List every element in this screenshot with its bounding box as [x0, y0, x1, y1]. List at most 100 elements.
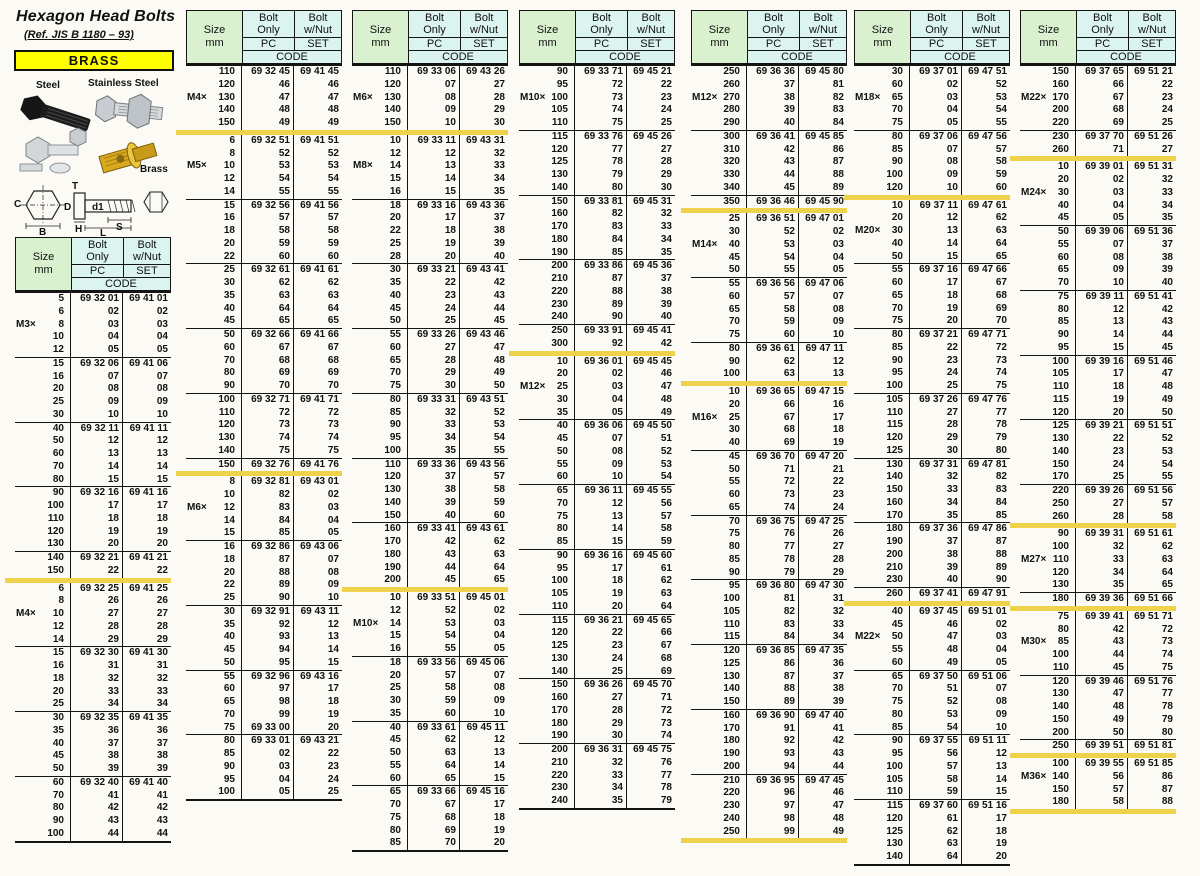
set-code-cell: 69 47 71 [968, 329, 1007, 340]
size-column-header: Size mm [16, 238, 72, 290]
size-cell: 250 [1020, 740, 1075, 753]
pc-code-cell: 87 [241, 553, 294, 567]
thread-size-prefix: M22× [1021, 91, 1047, 103]
bolt-only-line1: Bolt [425, 12, 444, 24]
size-value: 160 [886, 496, 903, 508]
size-cell: 22 [352, 225, 407, 238]
pc-code-cell: 19 [407, 237, 460, 251]
pc-code-cell: 10 [1075, 277, 1128, 290]
set-code-cell: 02 [493, 604, 505, 616]
set-code-cell: 26 [156, 595, 168, 607]
pc-code-cell: 17 [70, 500, 123, 513]
size-block: 130 69 37 31 69 47 81 140 32 82 150 33 83 160 34 84… [854, 457, 1010, 523]
size-column-header: Size mm [1021, 11, 1077, 63]
pc-code-cell: 69 36 16 [574, 549, 627, 563]
pc-code-cell: 29 [407, 367, 460, 380]
steel-bolt-image [20, 95, 91, 132]
size-cell: 180 [691, 735, 746, 748]
pc-code-cell: 12 [70, 435, 123, 448]
size-value: 80 [1057, 623, 1069, 635]
bolt-table-column-7: Size mm Bolt Only Bolt w/Nut PC SET CODE… [1010, 10, 1176, 814]
pc-code-cell: 42 [407, 536, 460, 549]
size-value: 60 [556, 471, 568, 483]
size-block: 230 69 37 70 69 51 26 260 71 27 [1020, 129, 1176, 157]
size-value: 10 [52, 331, 64, 343]
table-row: 250 69 39 51 69 51 81 [1020, 740, 1176, 753]
pc-code-cell: 63 [909, 838, 962, 851]
table-row: 85 07 57 [854, 143, 1010, 157]
table-row: 90 69 37 55 69 51 11 [854, 735, 1010, 748]
table-row: 90 08 58 [854, 156, 1010, 169]
set-code-cell: 69 43 21 [300, 735, 339, 747]
set-code-cell: 69 43 01 [300, 476, 339, 488]
set-code-cell: 41 [832, 722, 844, 734]
size-value: 20 [891, 212, 903, 224]
code-columns-header: Bolt Only Bolt w/Nut PC SET CODE [748, 11, 846, 63]
code-header: CODE [748, 50, 846, 63]
size-value: 300 [551, 337, 568, 349]
pc-code-cell: 69 32 25 [70, 582, 123, 596]
pc-code-cell: 69 37 70 [1075, 130, 1128, 144]
pc-code-cell: 48 [909, 644, 962, 657]
set-code-cell: 83 [832, 104, 844, 116]
set-code-cell: 72 [660, 704, 672, 716]
set-code-cell: 37 [660, 273, 672, 284]
size-block: 110 69 33 06 69 43 26 120 07 27 M6× 130 08 28 140 0… [352, 66, 508, 130]
set-code-cell: 14 [995, 773, 1007, 785]
size-value: 40 [389, 289, 401, 301]
table-row: 230 69 37 70 69 51 26 [1020, 130, 1176, 144]
set-code-cell: 59 [327, 237, 339, 249]
set-code-cell: 14 [156, 460, 168, 472]
size-cell: 55 [519, 459, 574, 472]
pc-code-cell: 69 33 31 [407, 393, 460, 407]
table-row: 10 69 36 65 69 47 15 [691, 386, 847, 399]
pc-code-cell: 54 [407, 630, 460, 643]
table-row: 100 44 74 [1020, 649, 1176, 662]
size-value: 130 [886, 838, 903, 850]
size-value: 105 [551, 104, 568, 116]
bolt-table-column-3: Size mm Bolt Only Bolt w/Nut PC SET CODE… [342, 10, 508, 852]
table-row: 15 69 32 56 69 41 56 [186, 199, 342, 213]
size-cell: 200 [519, 744, 574, 757]
size-block: 150 69 33 81 69 45 31 160 82 32 170 83 33 180 84 34… [519, 194, 675, 260]
size-block: 150 69 36 26 69 45 70 160 27 71 170 28 72 180 29 73… [519, 678, 675, 743]
table-row: 16 31 31 [15, 660, 171, 673]
table-row: 65 09 39 [1020, 264, 1176, 277]
diagram-label-b: B [39, 227, 46, 236]
size-value: 55 [389, 759, 401, 771]
pc-code-cell: 69 39 31 [1075, 528, 1128, 541]
pc-code-cell: 35 [909, 509, 962, 523]
size-value: 90 [728, 566, 740, 578]
pc-code-cell: 15 [1075, 341, 1128, 355]
group-separator-bar [844, 600, 1010, 606]
pc-code-cell: 47 [1075, 688, 1128, 701]
diagram-label-h: H [75, 224, 82, 235]
size-value: 40 [728, 238, 740, 250]
size-value: 45 [389, 734, 401, 746]
pc-code-cell: 59 [241, 237, 294, 251]
size-value: 340 [723, 181, 740, 193]
size-value: 270 [723, 91, 740, 103]
set-code-cell: 47 [1161, 368, 1173, 380]
set-code-cell: 75 [1161, 661, 1173, 673]
table-row: 60 73 23 [691, 489, 847, 502]
table-row: 90 69 32 16 69 41 16 [15, 487, 171, 500]
size-cell: 40 [352, 722, 407, 735]
size-value: 70 [52, 789, 64, 801]
set-code-cell: 16 [832, 398, 844, 410]
bolt-only-line2: Only [590, 24, 613, 36]
size-cell: 50 [352, 315, 407, 328]
size-value: 45 [223, 644, 235, 655]
size-value: 170 [551, 704, 568, 716]
thread-size-prefix: M4× [16, 608, 36, 619]
size-cell: 95 [854, 367, 909, 380]
size-cell: 70 [15, 461, 70, 474]
pc-code-cell: 19 [574, 588, 627, 601]
size-value: 20 [556, 368, 568, 380]
table-row: 50 08 52 [519, 445, 675, 459]
table-row: 170 25 55 [1020, 471, 1176, 484]
table-row: 60 27 47 [352, 341, 508, 355]
set-code-cell: 69 [660, 665, 672, 677]
set-code-cell: 05 [156, 344, 168, 355]
set-code-cell: 33 [1161, 186, 1173, 198]
